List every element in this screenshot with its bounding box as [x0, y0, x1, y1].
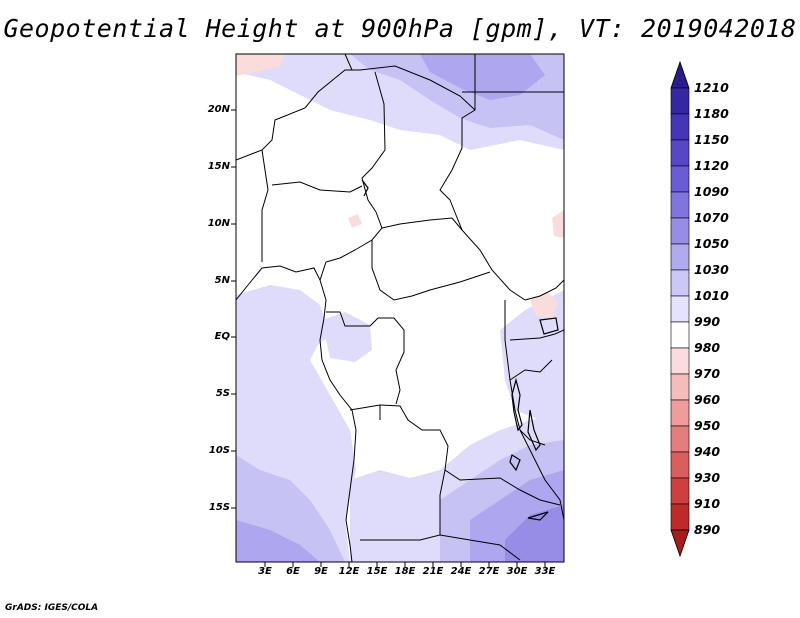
lat-label: 5N: [214, 275, 230, 286]
lakes: [361, 179, 559, 521]
colorbar-label: 910: [694, 496, 721, 511]
colorbar-segment: [670, 269, 690, 297]
lon-label: 18E: [394, 566, 416, 577]
colorbar-label: 1030: [694, 262, 729, 277]
lon-label: 24E: [450, 566, 472, 577]
colorbar-top-arrow: [670, 60, 690, 89]
colorbar-segment: [670, 217, 690, 245]
lat-label: 10N: [207, 218, 230, 229]
colorbar-label: 1210: [694, 80, 729, 95]
colorbar-segment: [670, 191, 690, 219]
colorbar-label: 970: [694, 366, 721, 381]
colorbar-segment: [670, 477, 690, 505]
colorbar-label: 950: [694, 418, 721, 433]
colorbar-label: 990: [694, 314, 721, 329]
country-borders: [236, 54, 564, 562]
colorbar-segment: [670, 165, 690, 193]
colorbar-label: 1120: [694, 158, 729, 173]
colorbar-segment: [670, 425, 690, 453]
contour-1010-1030-east: [500, 290, 564, 420]
lon-label: 15E: [366, 566, 388, 577]
lat-label: 20N: [207, 104, 230, 115]
lat-label: EQ: [214, 331, 230, 342]
colorbar-bottom-arrow: [670, 529, 690, 558]
lon-label: 33E: [534, 566, 556, 577]
lon-label: 21E: [422, 566, 444, 577]
colorbar-label: 1090: [694, 184, 729, 199]
contour-1050-1070-north: [420, 54, 545, 100]
lat-label: 10S: [208, 445, 230, 456]
colorbar-segment: [670, 321, 690, 349]
colorbar-segment: [670, 451, 690, 479]
lon-label: 3E: [258, 566, 272, 577]
latitude-ticks: [231, 109, 236, 509]
contour-990-1010-nigeria: [348, 214, 362, 228]
contour-990-1010-sudan: [552, 210, 564, 238]
lon-label: 27E: [478, 566, 500, 577]
contour-990-1010-uganda: [530, 292, 558, 318]
colorbar-segment: [670, 503, 690, 531]
lon-label: 12E: [338, 566, 360, 577]
colorbar-segment: [670, 295, 690, 323]
colorbar-segment: [670, 243, 690, 271]
colorbar-segment: [670, 373, 690, 401]
lat-label: 15N: [207, 161, 230, 172]
colorbar-label: 890: [694, 522, 721, 537]
contour-1050-1070-sw: [236, 520, 320, 562]
colorbar-label: 960: [694, 392, 721, 407]
colorbar-segment: [670, 139, 690, 167]
contour-990-1010-nw: [236, 54, 285, 76]
colorbar-segment: [670, 347, 690, 375]
colorbar-label: 1180: [694, 106, 729, 121]
colorbar-label: 1070: [694, 210, 729, 225]
contour-1070-1090-se: [505, 505, 564, 562]
colorbar-label: 980: [694, 340, 721, 355]
lon-label: 30E: [506, 566, 528, 577]
colorbar-label: 1050: [694, 236, 729, 251]
colorbar-segment: [670, 87, 690, 115]
colorbar-segment: [670, 113, 690, 141]
colorbar-label: 1150: [694, 132, 729, 147]
colorbar-label: 930: [694, 470, 721, 485]
map-title: Geopotential Height at 900hPa [gpm], VT:…: [3, 14, 797, 43]
longitude-ticks: [264, 562, 546, 567]
colorbar: [670, 60, 690, 558]
colorbar-segment: [670, 399, 690, 427]
lat-label: 15S: [208, 502, 230, 513]
colorbar-label: 940: [694, 444, 721, 459]
lon-label: 9E: [314, 566, 328, 577]
lat-label: 5S: [215, 388, 230, 399]
map-frame: [235, 53, 565, 563]
colorbar-label: 1010: [694, 288, 729, 303]
contour-1010-1030-gabon: [322, 312, 372, 362]
lon-label: 6E: [286, 566, 300, 577]
grads-credit: GrADS: IGES/COLA: [5, 603, 99, 613]
map-area: [236, 54, 564, 562]
